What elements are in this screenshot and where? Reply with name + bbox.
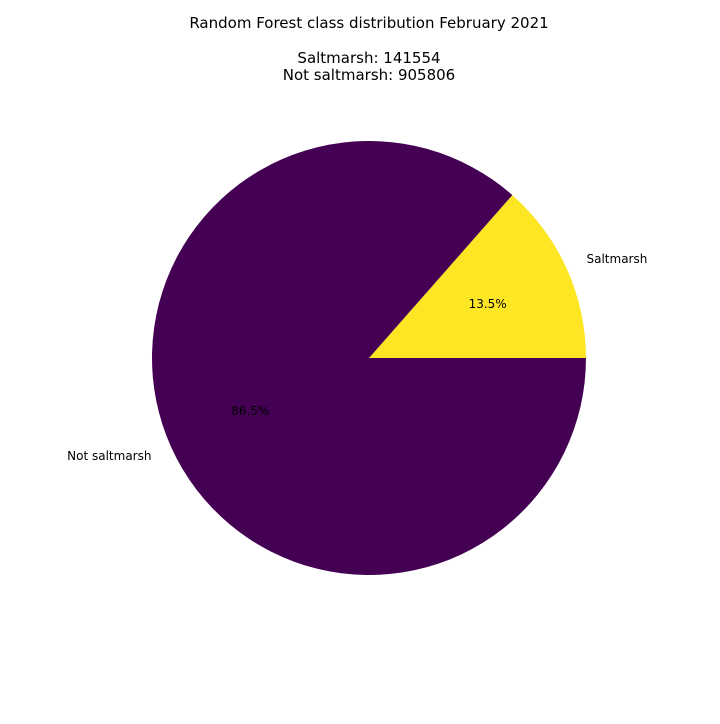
pie-label-not-saltmarsh: Not saltmarsh bbox=[67, 449, 151, 463]
pie-percent-saltmarsh: 13.5% bbox=[469, 297, 507, 311]
chart-subtitle-line-1: Saltmarsh: 141554 bbox=[297, 49, 440, 67]
pie-labels: Saltmarsh 13.5% Not saltmarsh 86.5% bbox=[67, 252, 647, 463]
pie-slice-saltmarsh bbox=[369, 195, 586, 358]
pie-label-saltmarsh: Saltmarsh bbox=[587, 252, 648, 266]
chart-title: Random Forest class distribution Februar… bbox=[189, 14, 548, 32]
chart-subtitle-line-2: Not saltmarsh: 905806 bbox=[283, 66, 455, 84]
pie-percent-not-saltmarsh: 86.5% bbox=[231, 404, 269, 418]
pie-slice-not-saltmarsh bbox=[152, 141, 586, 575]
pie-slices bbox=[152, 141, 586, 575]
